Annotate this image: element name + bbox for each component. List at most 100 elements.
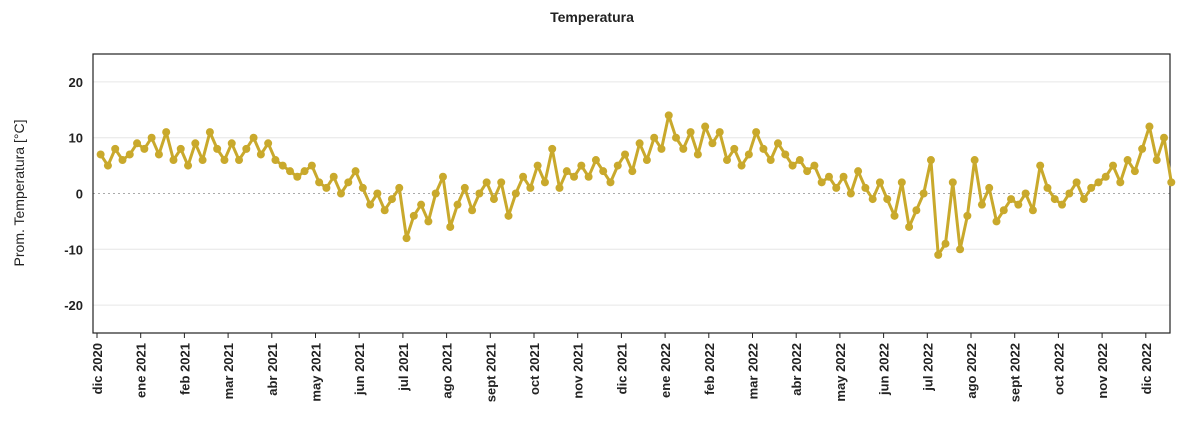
x-tick-label: oct 2021: [527, 343, 542, 395]
data-point: [1123, 156, 1132, 165]
data-point: [373, 189, 382, 198]
data-point: [366, 200, 375, 209]
data-point: [191, 139, 200, 148]
data-point: [1145, 122, 1154, 131]
data-point: [875, 178, 884, 187]
data-point: [883, 195, 892, 204]
y-tick-label: 0: [76, 187, 83, 202]
data-point: [854, 167, 863, 176]
data-point: [766, 156, 775, 165]
data-point: [176, 144, 185, 153]
series-line: [99, 113, 1173, 257]
data-point: [468, 206, 477, 215]
data-point: [162, 128, 171, 137]
data-point: [963, 211, 972, 220]
data-point: [912, 206, 921, 215]
data-point: [438, 172, 447, 181]
data-point: [817, 178, 826, 187]
data-point: [540, 178, 549, 187]
data-point: [96, 150, 105, 159]
data-point: [992, 217, 1001, 226]
x-tick-label: mar 2021: [221, 343, 236, 399]
data-point: [934, 250, 943, 259]
data-point: [344, 178, 353, 187]
data-point: [781, 150, 790, 159]
data-point: [1065, 189, 1074, 198]
data-point: [380, 206, 389, 215]
data-point: [919, 189, 928, 198]
data-point: [256, 150, 265, 159]
data-point: [220, 156, 229, 165]
data-point: [1087, 183, 1096, 192]
data-point: [686, 128, 695, 137]
data-point: [788, 161, 797, 170]
data-point: [1014, 200, 1023, 209]
data-point: [286, 167, 295, 176]
data-point: [497, 178, 506, 187]
data-point: [482, 178, 491, 187]
data-point: [824, 172, 833, 181]
x-tick-label: jul 2022: [920, 343, 935, 392]
data-point: [402, 234, 411, 243]
data-point: [387, 195, 396, 204]
data-point: [307, 161, 316, 170]
x-tick-label: jul 2021: [396, 343, 411, 392]
x-tick-label: dic 2021: [614, 343, 629, 394]
data-point: [941, 239, 950, 248]
y-axis-label: Prom. Temperatura [°C]: [11, 120, 27, 267]
data-point: [235, 156, 244, 165]
x-tick-label: feb 2022: [702, 343, 717, 395]
data-point: [1160, 133, 1169, 142]
data-point: [118, 156, 127, 165]
data-point: [657, 144, 666, 153]
data-point: [846, 189, 855, 198]
data-point: [264, 139, 273, 148]
data-point: [970, 156, 979, 165]
data-point: [293, 172, 302, 181]
data-point: [832, 183, 841, 192]
data-point: [1167, 178, 1176, 187]
x-tick-label: dic 2020: [90, 343, 105, 394]
data-point: [125, 150, 134, 159]
data-point: [1130, 167, 1139, 176]
data-point: [511, 189, 520, 198]
data-point: [322, 183, 331, 192]
data-point: [861, 183, 870, 192]
data-point: [562, 167, 571, 176]
data-point: [1050, 195, 1059, 204]
data-point: [453, 200, 462, 209]
data-point: [417, 200, 426, 209]
data-point: [103, 161, 112, 170]
data-point: [752, 128, 761, 137]
data-point: [715, 128, 724, 137]
data-point: [1058, 200, 1067, 209]
data-point: [424, 217, 433, 226]
data-point: [606, 178, 615, 187]
data-point: [795, 156, 804, 165]
data-point: [613, 161, 622, 170]
data-point: [446, 222, 455, 231]
data-point: [1094, 178, 1103, 187]
data-point: [1021, 189, 1030, 198]
data-point: [213, 144, 222, 153]
data-point: [584, 172, 593, 181]
data-point: [1036, 161, 1045, 170]
data-point: [475, 189, 484, 198]
data-point: [154, 150, 163, 159]
data-point: [336, 189, 345, 198]
data-point: [278, 161, 287, 170]
data-point: [315, 178, 324, 187]
x-tick-label: ago 2022: [964, 343, 979, 399]
data-point: [708, 139, 717, 148]
data-point: [773, 139, 782, 148]
data-point: [526, 183, 535, 192]
y-tick-label: -10: [64, 242, 83, 257]
data-point: [1116, 178, 1125, 187]
data-point: [926, 156, 935, 165]
data-point: [628, 167, 637, 176]
data-point: [672, 133, 681, 142]
x-tick-label: ene 2021: [134, 343, 149, 398]
x-tick-label: sept 2021: [483, 343, 498, 402]
data-point: [905, 222, 914, 231]
data-point: [249, 133, 258, 142]
